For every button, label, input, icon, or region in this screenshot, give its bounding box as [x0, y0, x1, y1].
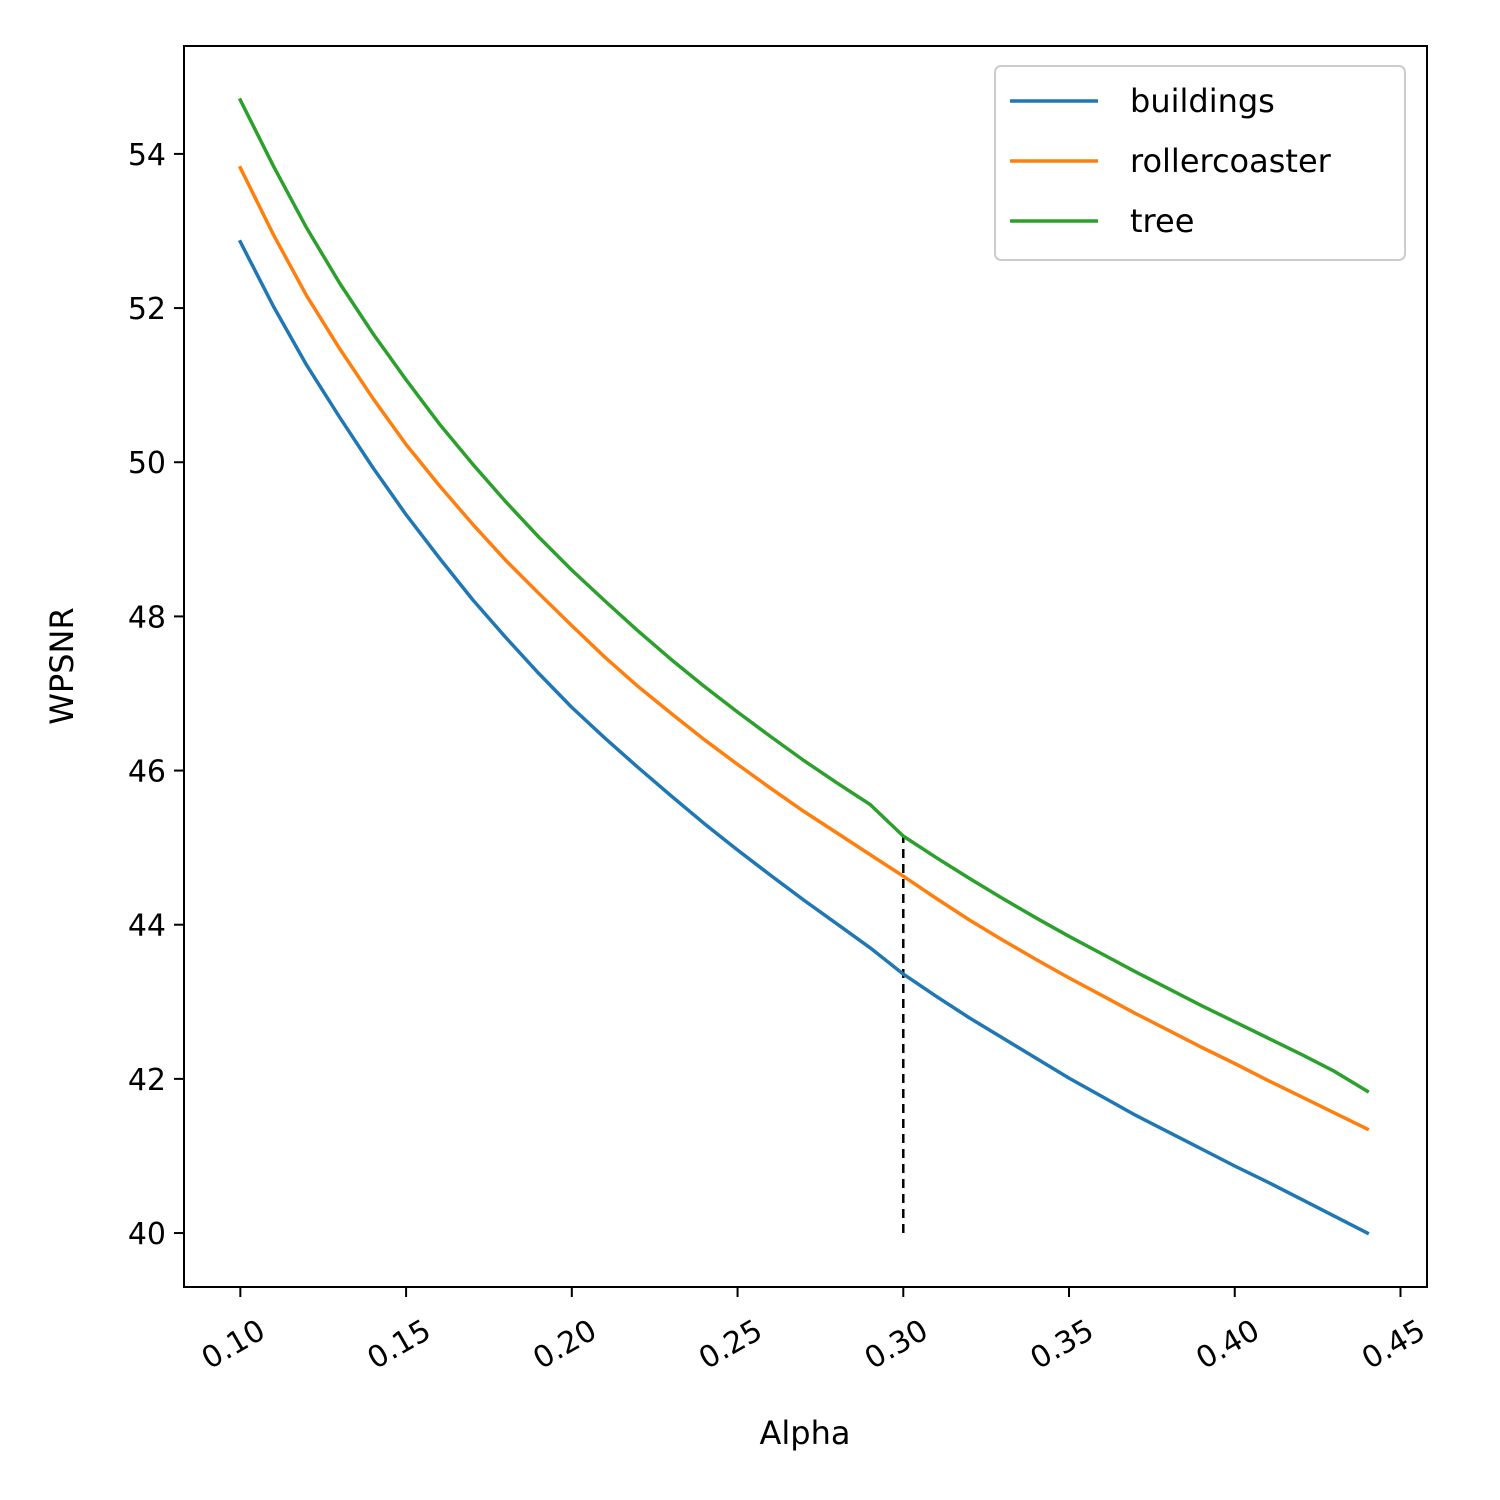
x-axis-label: Alpha	[760, 1414, 851, 1452]
plot-frame	[183, 45, 1428, 1288]
series-line-buildings	[237, 239, 1370, 1236]
legend-label-tree: tree	[1130, 202, 1194, 240]
series-line-rollercoaster	[237, 165, 1370, 1132]
legend-label-rollercoaster: rollercoaster	[1130, 142, 1332, 180]
y-tick-label: 46	[128, 755, 166, 790]
y-axis-label: WPSNR	[43, 607, 81, 724]
series-line-tree	[237, 97, 1370, 1094]
y-tick-label: 42	[128, 1063, 166, 1098]
y-tick-label: 48	[128, 600, 166, 635]
legend-label-buildings: buildings	[1130, 82, 1275, 120]
legend: buildings rollercoaster tree	[994, 65, 1406, 261]
series-lines	[237, 97, 1370, 1236]
legend-box	[994, 65, 1406, 261]
y-axis-ticks: 40 42 44 46 48 50 52 54	[128, 138, 184, 1252]
y-tick-label: 40	[128, 1217, 166, 1252]
y-tick-label: 44	[128, 909, 166, 944]
y-tick-label: 54	[128, 138, 166, 173]
y-tick-label: 50	[128, 446, 166, 481]
y-tick-label: 52	[128, 292, 166, 327]
